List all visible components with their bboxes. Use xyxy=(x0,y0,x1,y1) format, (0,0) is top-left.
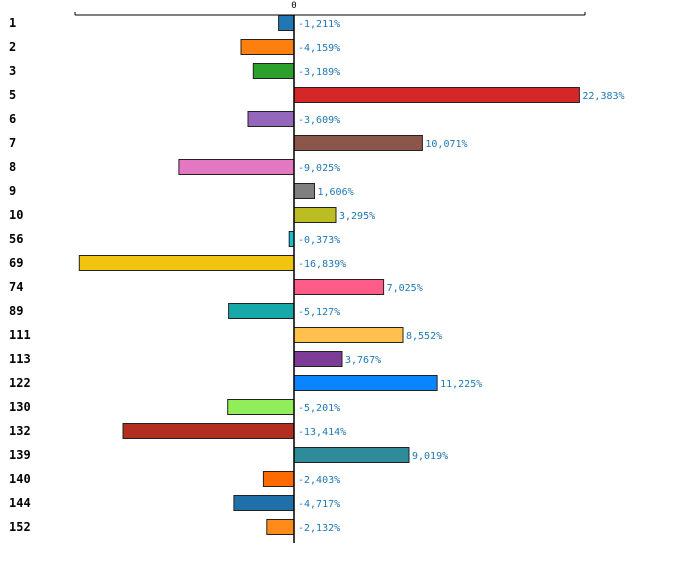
category-label-5: 5 xyxy=(9,88,16,102)
category-label-1: 1 xyxy=(9,16,16,30)
value-label-2: -4,159% xyxy=(298,43,340,54)
value-label-5: 22,383% xyxy=(582,91,624,102)
value-label-8: -9,025% xyxy=(298,163,340,174)
bar-111 xyxy=(293,327,404,343)
bar-152 xyxy=(266,519,295,535)
bar-113 xyxy=(293,351,343,367)
value-label-6: -3,609% xyxy=(298,115,340,126)
value-label-139: 9,019% xyxy=(412,451,448,462)
value-label-10: 3,295% xyxy=(339,211,375,222)
category-label-113: 113 xyxy=(9,352,31,366)
bar-7 xyxy=(293,135,423,151)
bar-6 xyxy=(247,111,295,127)
value-label-69: -16,839% xyxy=(298,259,346,270)
category-label-9: 9 xyxy=(9,184,16,198)
bar-3 xyxy=(252,63,295,79)
value-label-152: -2,132% xyxy=(298,523,340,534)
category-label-132: 132 xyxy=(9,424,31,438)
bar-5 xyxy=(293,87,580,103)
bar-9 xyxy=(293,183,315,199)
value-label-130: -5,201% xyxy=(298,403,340,414)
category-label-2: 2 xyxy=(9,40,16,54)
value-label-3: -3,189% xyxy=(298,67,340,78)
value-label-111: 8,552% xyxy=(406,331,442,342)
value-label-1: -1,211% xyxy=(298,19,340,30)
category-label-74: 74 xyxy=(9,280,23,294)
bar-122 xyxy=(293,375,438,391)
value-label-9: 1,606% xyxy=(318,187,354,198)
value-label-89: -5,127% xyxy=(298,307,340,318)
category-label-111: 111 xyxy=(9,328,31,342)
category-label-122: 122 xyxy=(9,376,31,390)
category-label-8: 8 xyxy=(9,160,16,174)
value-label-74: 7,025% xyxy=(387,283,423,294)
value-label-122: 11,225% xyxy=(440,379,482,390)
bar-139 xyxy=(293,447,410,463)
category-label-140: 140 xyxy=(9,472,31,486)
category-label-7: 7 xyxy=(9,136,16,150)
bar-2 xyxy=(240,39,295,55)
bar-1 xyxy=(278,15,295,31)
value-label-56: -0,373% xyxy=(298,235,340,246)
bar-132 xyxy=(122,423,295,439)
value-label-144: -4,717% xyxy=(298,499,340,510)
value-label-132: -13,414% xyxy=(298,427,346,438)
category-label-3: 3 xyxy=(9,64,16,78)
bar-140 xyxy=(262,471,295,487)
bar-10 xyxy=(293,207,337,223)
bar-130 xyxy=(227,399,295,415)
zero-tick-label: 0 xyxy=(291,1,296,11)
bar-74 xyxy=(293,279,385,295)
category-label-139: 139 xyxy=(9,448,31,462)
bar-144 xyxy=(233,495,295,511)
value-label-113: 3,767% xyxy=(345,355,381,366)
category-label-6: 6 xyxy=(9,112,16,126)
value-label-7: 10,071% xyxy=(425,139,467,150)
category-label-144: 144 xyxy=(9,496,31,510)
category-label-10: 10 xyxy=(9,208,23,222)
category-label-152: 152 xyxy=(9,520,31,534)
category-label-89: 89 xyxy=(9,304,23,318)
value-label-140: -2,403% xyxy=(298,475,340,486)
category-label-56: 56 xyxy=(9,232,23,246)
bar-8 xyxy=(178,159,295,175)
category-label-130: 130 xyxy=(9,400,31,414)
bar-89 xyxy=(228,303,295,319)
category-label-69: 69 xyxy=(9,256,23,270)
bar-69 xyxy=(78,255,295,271)
